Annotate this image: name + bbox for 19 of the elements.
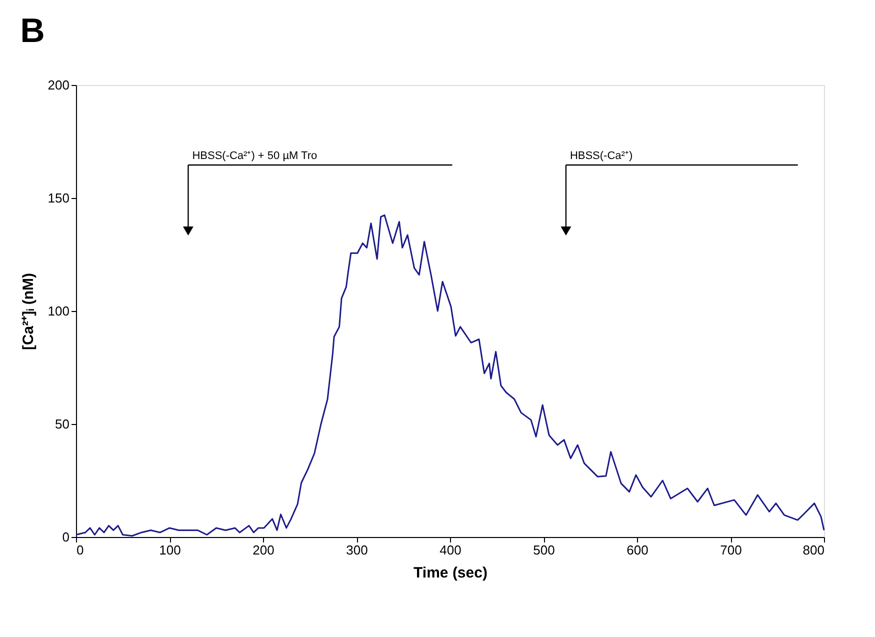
x-tick-label: 500 xyxy=(533,542,555,558)
x-tick-label: 700 xyxy=(720,542,742,558)
y-axis-title: [Ca²⁺]ᵢ (nM) xyxy=(20,272,37,350)
y-tick-label: 50 xyxy=(55,416,70,432)
y-tick-label: 150 xyxy=(48,190,70,206)
x-tick-label: 0 xyxy=(76,542,84,558)
x-tick-label: 300 xyxy=(346,542,368,558)
y-tick-label: 200 xyxy=(48,78,70,92)
annotation: HBSS(-Ca²⁺) + 50 µM Tro xyxy=(192,150,318,162)
x-tick-label: 100 xyxy=(159,542,181,558)
annotation: HBSS(-Ca²⁺) xyxy=(570,150,633,162)
x-tick-label: 200 xyxy=(252,542,274,558)
x-axis-title: Time (sec) xyxy=(414,564,488,582)
x-tick-label: 400 xyxy=(440,542,462,558)
x-tick-label: 800 xyxy=(802,542,824,558)
y-tick-label: 0 xyxy=(62,530,70,544)
y-tick-label: 100 xyxy=(48,304,70,318)
chart-title: B xyxy=(20,12,45,50)
x-tick-label: 600 xyxy=(626,542,648,558)
